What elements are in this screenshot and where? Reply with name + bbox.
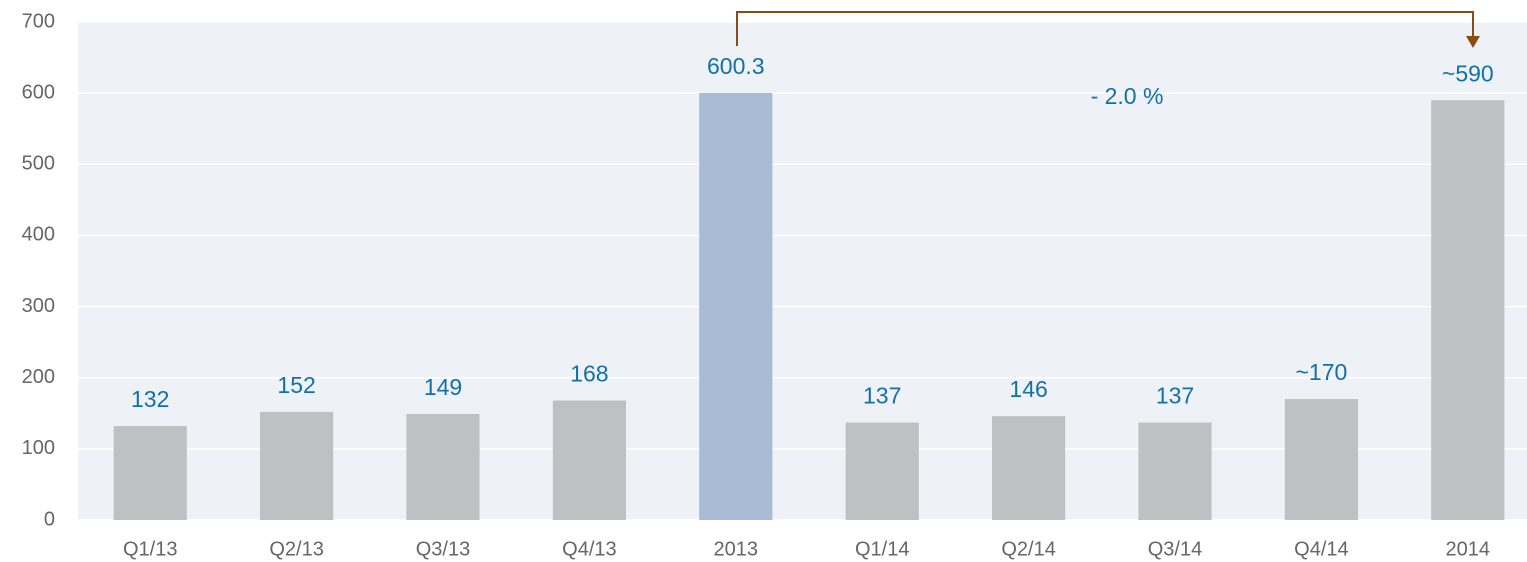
value-label: 152 xyxy=(277,372,315,398)
bar xyxy=(113,426,187,520)
bar xyxy=(1284,399,1358,520)
y-tick-label: 300 xyxy=(22,295,55,317)
y-tick-label: 600 xyxy=(22,81,55,103)
x-tick-label: Q4/14 xyxy=(1294,538,1348,560)
bar xyxy=(406,413,480,520)
bar xyxy=(992,416,1066,520)
value-label: 137 xyxy=(1156,383,1194,409)
x-tick-label: Q3/13 xyxy=(416,538,470,560)
x-tick-label: Q4/13 xyxy=(562,538,616,560)
y-tick-label: 700 xyxy=(22,10,55,32)
value-label: 137 xyxy=(863,383,901,409)
y-tick-label: 0 xyxy=(44,508,55,530)
bar xyxy=(699,92,773,520)
bar xyxy=(845,422,919,520)
bar xyxy=(1138,422,1212,520)
x-tick-label: Q2/14 xyxy=(1001,538,1055,560)
bar xyxy=(552,400,626,520)
value-label: ~590 xyxy=(1442,60,1494,86)
comparison-bracket xyxy=(736,11,1474,46)
value-label: 600.3 xyxy=(707,53,765,79)
x-tick-label: Q1/13 xyxy=(123,538,177,560)
bar xyxy=(1431,100,1505,520)
y-tick-label: 400 xyxy=(22,224,55,246)
value-label: 132 xyxy=(131,386,169,412)
x-tick-label: Q1/14 xyxy=(855,538,909,560)
x-tick-label: Q2/13 xyxy=(269,538,323,560)
value-label: 146 xyxy=(1009,376,1047,402)
x-tick-label: Q3/14 xyxy=(1148,538,1202,560)
x-tick-label: 2014 xyxy=(1446,538,1491,560)
value-label: 149 xyxy=(424,374,462,400)
x-tick-label: 2013 xyxy=(714,538,759,560)
value-label: ~170 xyxy=(1295,359,1347,385)
bar xyxy=(260,411,334,520)
y-tick-label: 200 xyxy=(22,366,55,388)
value-label: 168 xyxy=(570,361,608,387)
y-tick-label: 100 xyxy=(22,437,55,459)
y-tick-label: 500 xyxy=(22,153,55,175)
annotation: - 2.0 % xyxy=(1091,83,1164,109)
arrowhead xyxy=(1466,36,1480,48)
